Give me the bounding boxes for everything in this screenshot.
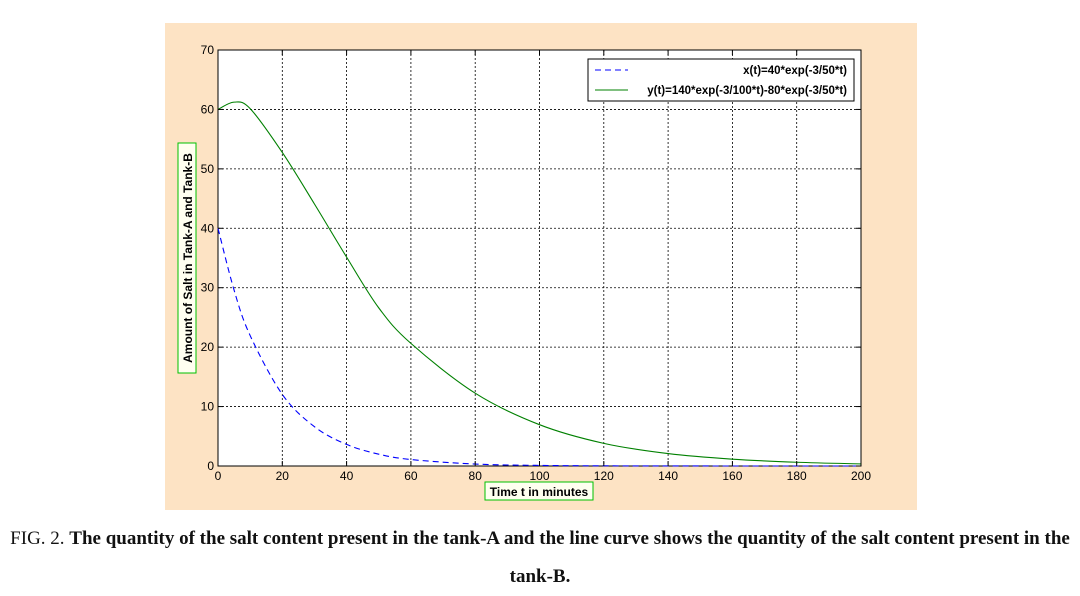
y-axis-label-box <box>177 142 197 374</box>
x-tick-label: 80 <box>469 469 483 483</box>
x-tick-label: 120 <box>594 469 614 483</box>
x-tick-label: 140 <box>658 469 678 483</box>
x-tick-label: 200 <box>851 469 871 483</box>
x-tick-label: 0 <box>215 469 222 483</box>
y-tick-label: 20 <box>201 340 215 354</box>
x-tick-label: 160 <box>722 469 742 483</box>
y-tick-label: 50 <box>201 162 215 176</box>
y-axis-label-text: Amount of Salt in Tank-A and Tank-B <box>181 153 195 363</box>
grid-lines <box>218 50 861 466</box>
y-tick-label: 10 <box>201 400 215 414</box>
series-line-1 <box>217 228 861 467</box>
y-tick-label: 60 <box>201 102 215 116</box>
legend: x(t)=40*exp(-3/50*t) y(t)=140*exp(-3/100… <box>587 58 855 102</box>
y-axis-label: Amount of Salt in Tank-A and Tank-B <box>177 142 197 374</box>
x-axis-label: Time t in minutes <box>484 481 594 501</box>
y-tick-label: 0 <box>207 459 214 473</box>
x-tick-label: 40 <box>340 469 354 483</box>
x-axis-label-text: Time t in minutes <box>490 485 589 499</box>
axis-ticks: 0 20 40 60 80 100 120 140 160 180 200 0 10 20 30 40 50 60… <box>201 43 872 483</box>
y-tick-label: 40 <box>201 221 215 235</box>
x-tick-label: 100 <box>529 469 549 483</box>
x-tick-label: 60 <box>404 469 418 483</box>
series-lines <box>217 101 862 467</box>
x-axis-label-box <box>484 481 594 501</box>
caption-label: FIG. 2. <box>10 528 65 549</box>
y-tick-label: 70 <box>201 43 215 57</box>
caption-text: The quantity of the salt content present… <box>69 528 1070 587</box>
legend-label-series-1: x(t)=40*exp(-3/50*t) <box>743 65 847 77</box>
y-tick-label: 30 <box>201 281 215 295</box>
legend-label-series-2: y(t)=140*exp(-3/100*t)-80*exp(-3/50*t) <box>647 85 847 97</box>
figure-caption: FIG. 2. The quantity of the salt content… <box>0 520 1080 596</box>
line-chart: 0 20 40 60 80 100 120 140 160 180 200 0 10 20 30 40 50 60… <box>177 43 872 501</box>
x-tick-label: 20 <box>276 469 290 483</box>
series-line-2 <box>217 101 862 465</box>
legend-box <box>587 58 855 102</box>
x-tick-label: 180 <box>787 469 807 483</box>
